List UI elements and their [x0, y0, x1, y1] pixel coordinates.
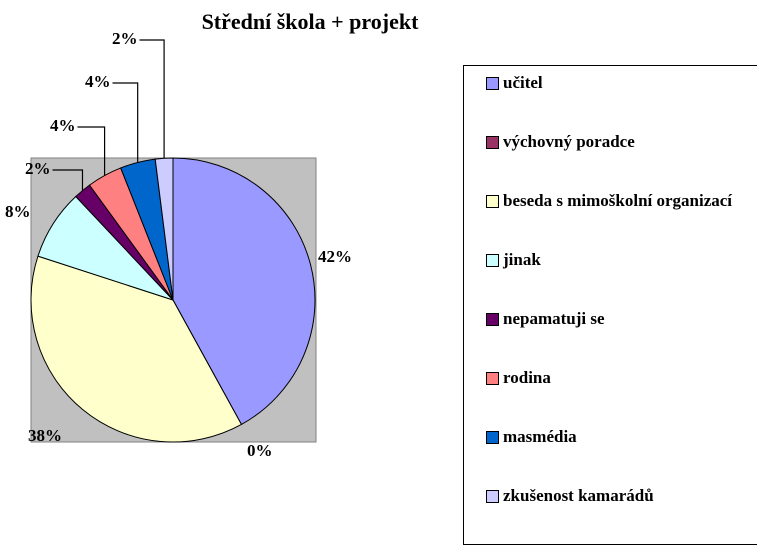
leader-line — [112, 82, 139, 163]
leader-line — [139, 39, 165, 159]
legend-label: nepamatuji se — [503, 309, 605, 328]
pie-slice — [172, 157, 316, 426]
chart-title: Střední škola + projekt — [202, 9, 420, 34]
data-label: 42% — [318, 247, 352, 266]
data-label: 4% — [85, 72, 111, 91]
leader-line — [52, 169, 84, 191]
pie-slice — [154, 157, 174, 301]
legend: učitel výchovný poradce beseda s mimoškoln… — [463, 65, 757, 545]
legend-swatch — [486, 254, 499, 267]
legend-label: učitel — [503, 73, 543, 92]
legend-label: beseda s mimoškolní organizací — [503, 191, 733, 210]
legend-swatch — [486, 372, 499, 385]
legend-swatch — [486, 313, 499, 326]
data-label: 2% — [112, 29, 138, 48]
legend-label: masmédia — [503, 427, 577, 446]
leader-line — [77, 126, 106, 176]
legend-label: zkušenost kamarádů — [503, 486, 654, 505]
pie-slice — [30, 255, 243, 443]
legend-swatch — [486, 195, 499, 208]
data-label: 4% — [50, 116, 76, 135]
legend-swatch — [486, 490, 499, 503]
legend-label: jinak — [503, 250, 541, 269]
legend-swatch — [486, 136, 499, 149]
data-label: 2% — [25, 159, 51, 178]
data-label: 38% — [28, 426, 62, 445]
data-label: 8% — [5, 202, 31, 221]
legend-swatch — [486, 431, 499, 444]
legend-swatch — [486, 77, 499, 90]
legend-label: výchovný poradce — [503, 132, 635, 151]
data-label: 0% — [247, 441, 273, 460]
legend-label: rodina — [503, 368, 551, 387]
